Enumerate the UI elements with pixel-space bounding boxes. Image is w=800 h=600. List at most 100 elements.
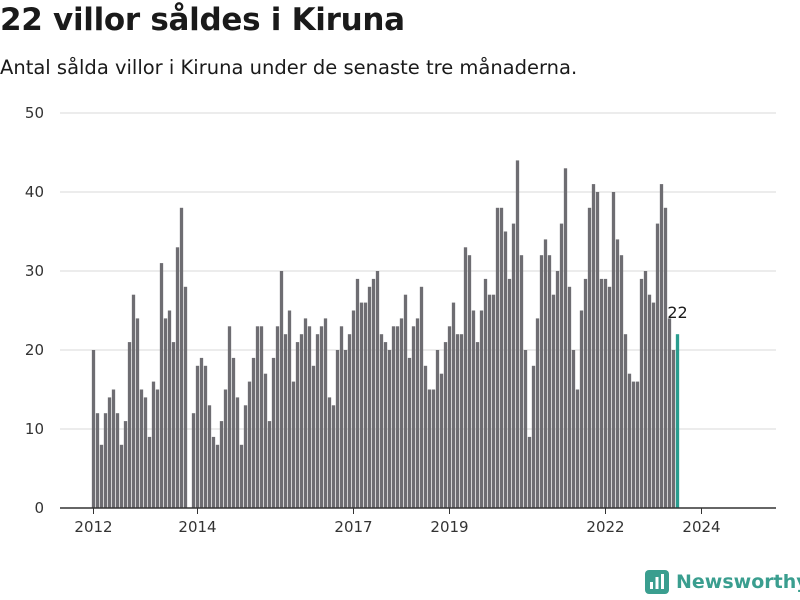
bar bbox=[375, 271, 380, 508]
y-tick-label: 0 bbox=[34, 499, 44, 517]
bar bbox=[203, 365, 208, 508]
bar bbox=[599, 278, 604, 508]
bar bbox=[343, 350, 348, 508]
newsworthy-logo[interactable]: Newsworthy bbox=[644, 569, 800, 595]
bar bbox=[635, 381, 640, 508]
bar bbox=[507, 278, 512, 508]
bar bbox=[671, 350, 676, 508]
bar bbox=[639, 278, 644, 508]
bar bbox=[531, 365, 536, 508]
y-tick-label: 40 bbox=[25, 183, 44, 201]
bar bbox=[535, 318, 540, 508]
bar bbox=[659, 184, 664, 508]
bar bbox=[467, 255, 472, 508]
bar bbox=[235, 397, 240, 508]
x-tick-label: 2022 bbox=[586, 518, 624, 536]
bar bbox=[487, 294, 492, 508]
bar bbox=[403, 294, 408, 508]
bar bbox=[179, 207, 184, 509]
x-tick-label: 2019 bbox=[430, 518, 468, 536]
bar bbox=[547, 255, 552, 508]
bar bbox=[431, 389, 436, 508]
bar bbox=[167, 310, 172, 508]
bar bbox=[543, 239, 548, 508]
bar bbox=[391, 326, 396, 508]
bar bbox=[611, 192, 616, 508]
bar-highlight bbox=[675, 334, 680, 508]
bar bbox=[495, 207, 500, 509]
bar bbox=[359, 302, 364, 508]
bar bbox=[367, 286, 372, 508]
bar bbox=[567, 286, 572, 508]
bar bbox=[307, 326, 312, 508]
bar bbox=[371, 278, 376, 508]
bar bbox=[299, 334, 304, 508]
x-tick-label: 2024 bbox=[682, 518, 720, 536]
bar bbox=[519, 255, 524, 508]
newsworthy-logo-icon bbox=[645, 570, 669, 594]
bar bbox=[447, 326, 452, 508]
bar bbox=[123, 421, 128, 508]
bar bbox=[511, 223, 516, 508]
y-tick-label: 10 bbox=[25, 420, 44, 438]
bar bbox=[427, 389, 432, 508]
bar bbox=[335, 350, 340, 508]
bar bbox=[135, 318, 140, 508]
bar bbox=[623, 334, 628, 508]
bar bbox=[211, 436, 216, 508]
x-tick-label: 2014 bbox=[178, 518, 216, 536]
bar bbox=[131, 294, 136, 508]
bar bbox=[275, 326, 280, 508]
bar bbox=[339, 326, 344, 508]
bar bbox=[491, 294, 496, 508]
bar bbox=[347, 334, 352, 508]
x-tick-label: 2017 bbox=[334, 518, 372, 536]
bar bbox=[263, 373, 268, 508]
bar bbox=[619, 255, 624, 508]
bar bbox=[655, 223, 660, 508]
bar bbox=[195, 365, 200, 508]
bar bbox=[607, 286, 612, 508]
bar bbox=[247, 381, 252, 508]
bar bbox=[455, 334, 460, 508]
bar bbox=[291, 381, 296, 508]
bar bbox=[399, 318, 404, 508]
newsworthy-logo-text: Newsworthy bbox=[676, 571, 800, 593]
bar bbox=[647, 294, 652, 508]
bar bbox=[259, 326, 264, 508]
bar bbox=[415, 318, 420, 508]
bar bbox=[267, 421, 272, 508]
bar bbox=[575, 389, 580, 508]
bar bbox=[451, 302, 456, 508]
bar bbox=[119, 444, 124, 508]
y-tick-label: 20 bbox=[25, 341, 44, 359]
bar bbox=[595, 192, 600, 508]
bar bbox=[215, 444, 220, 508]
bar bbox=[407, 357, 412, 508]
bar bbox=[627, 373, 632, 508]
bar bbox=[603, 278, 608, 508]
bar bbox=[219, 421, 224, 508]
bar bbox=[239, 444, 244, 508]
bar bbox=[279, 271, 284, 508]
bar bbox=[459, 334, 464, 508]
bar bbox=[423, 365, 428, 508]
bar bbox=[315, 334, 320, 508]
bar bbox=[231, 357, 236, 508]
bar bbox=[559, 223, 564, 508]
bar bbox=[571, 350, 576, 508]
bar bbox=[591, 184, 596, 508]
bar bbox=[111, 389, 116, 508]
bar bbox=[439, 373, 444, 508]
bar bbox=[667, 318, 672, 508]
chart-title: 22 villor såldes i Kiruna bbox=[0, 2, 405, 38]
bar bbox=[435, 350, 440, 508]
bar bbox=[223, 389, 228, 508]
x-tick-label: 2012 bbox=[74, 518, 112, 536]
bar bbox=[191, 413, 196, 508]
bar bbox=[583, 278, 588, 508]
bar bbox=[355, 278, 360, 508]
bar bbox=[419, 286, 424, 508]
bar bbox=[443, 342, 448, 508]
